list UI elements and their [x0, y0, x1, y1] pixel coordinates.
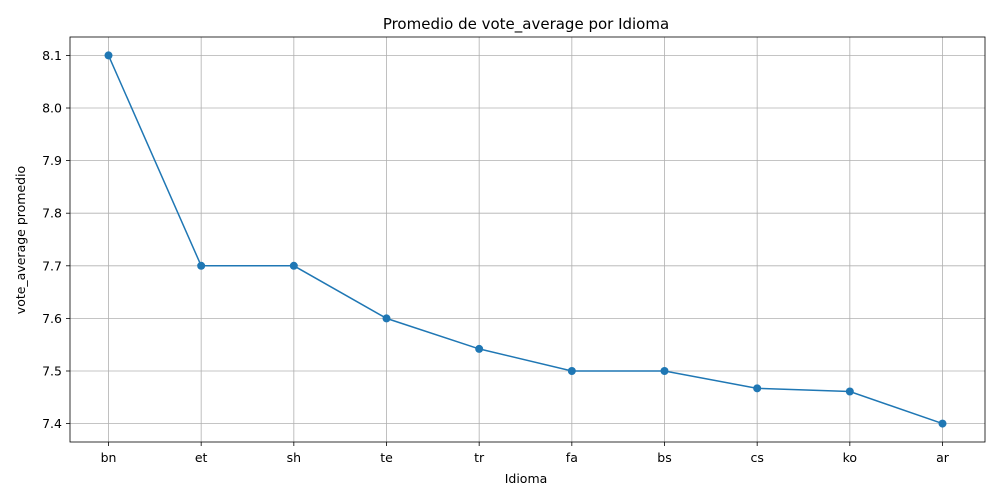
- x-tick-label: et: [195, 450, 208, 465]
- x-tick-label: tr: [474, 450, 485, 465]
- data-point: [382, 314, 391, 323]
- x-axis-label: Idioma: [505, 471, 548, 486]
- x-tick-label: cs: [750, 450, 763, 465]
- y-tick-label: 7.7: [42, 258, 62, 273]
- plot-frame: [69, 36, 986, 443]
- data-point: [104, 51, 113, 60]
- series-line: [107, 55, 943, 425]
- data-point: [475, 344, 484, 353]
- data-point: [660, 366, 669, 375]
- y-axis-ticks: 7.4 7.5 7.6 7.7 7.8 7.9 8.0 8.1: [42, 48, 70, 431]
- x-tick-label: bs: [657, 450, 671, 465]
- x-tick-label: te: [380, 450, 393, 465]
- data-point: [938, 419, 947, 428]
- x-tick-label: ar: [936, 450, 950, 465]
- data-point: [197, 261, 206, 270]
- chart-title: Promedio de vote_average por Idioma: [383, 15, 669, 34]
- y-tick-label: 7.6: [42, 311, 62, 326]
- x-axis-ticks: bn et sh te tr fa bs cs ko ar: [101, 442, 950, 465]
- x-tick-label: bn: [101, 450, 117, 465]
- y-tick-label: 7.5: [42, 363, 62, 378]
- y-tick-label: 7.9: [42, 153, 62, 168]
- x-tick-label: ko: [843, 450, 857, 465]
- grid-lines: [70, 37, 985, 442]
- data-series: [104, 51, 947, 428]
- x-tick-label: fa: [566, 450, 578, 465]
- y-tick-label: 7.8: [42, 206, 62, 221]
- data-point: [289, 261, 298, 270]
- y-axis-label: vote_average promedio: [13, 166, 28, 314]
- axes-frame: [69, 36, 986, 443]
- y-tick-label: 8.0: [42, 101, 62, 116]
- data-point: [845, 387, 854, 396]
- y-tick-label: 7.4: [42, 416, 62, 431]
- x-tick-label: sh: [287, 450, 301, 465]
- data-point: [567, 366, 576, 375]
- data-point: [753, 384, 762, 393]
- y-tick-label: 8.1: [42, 48, 62, 63]
